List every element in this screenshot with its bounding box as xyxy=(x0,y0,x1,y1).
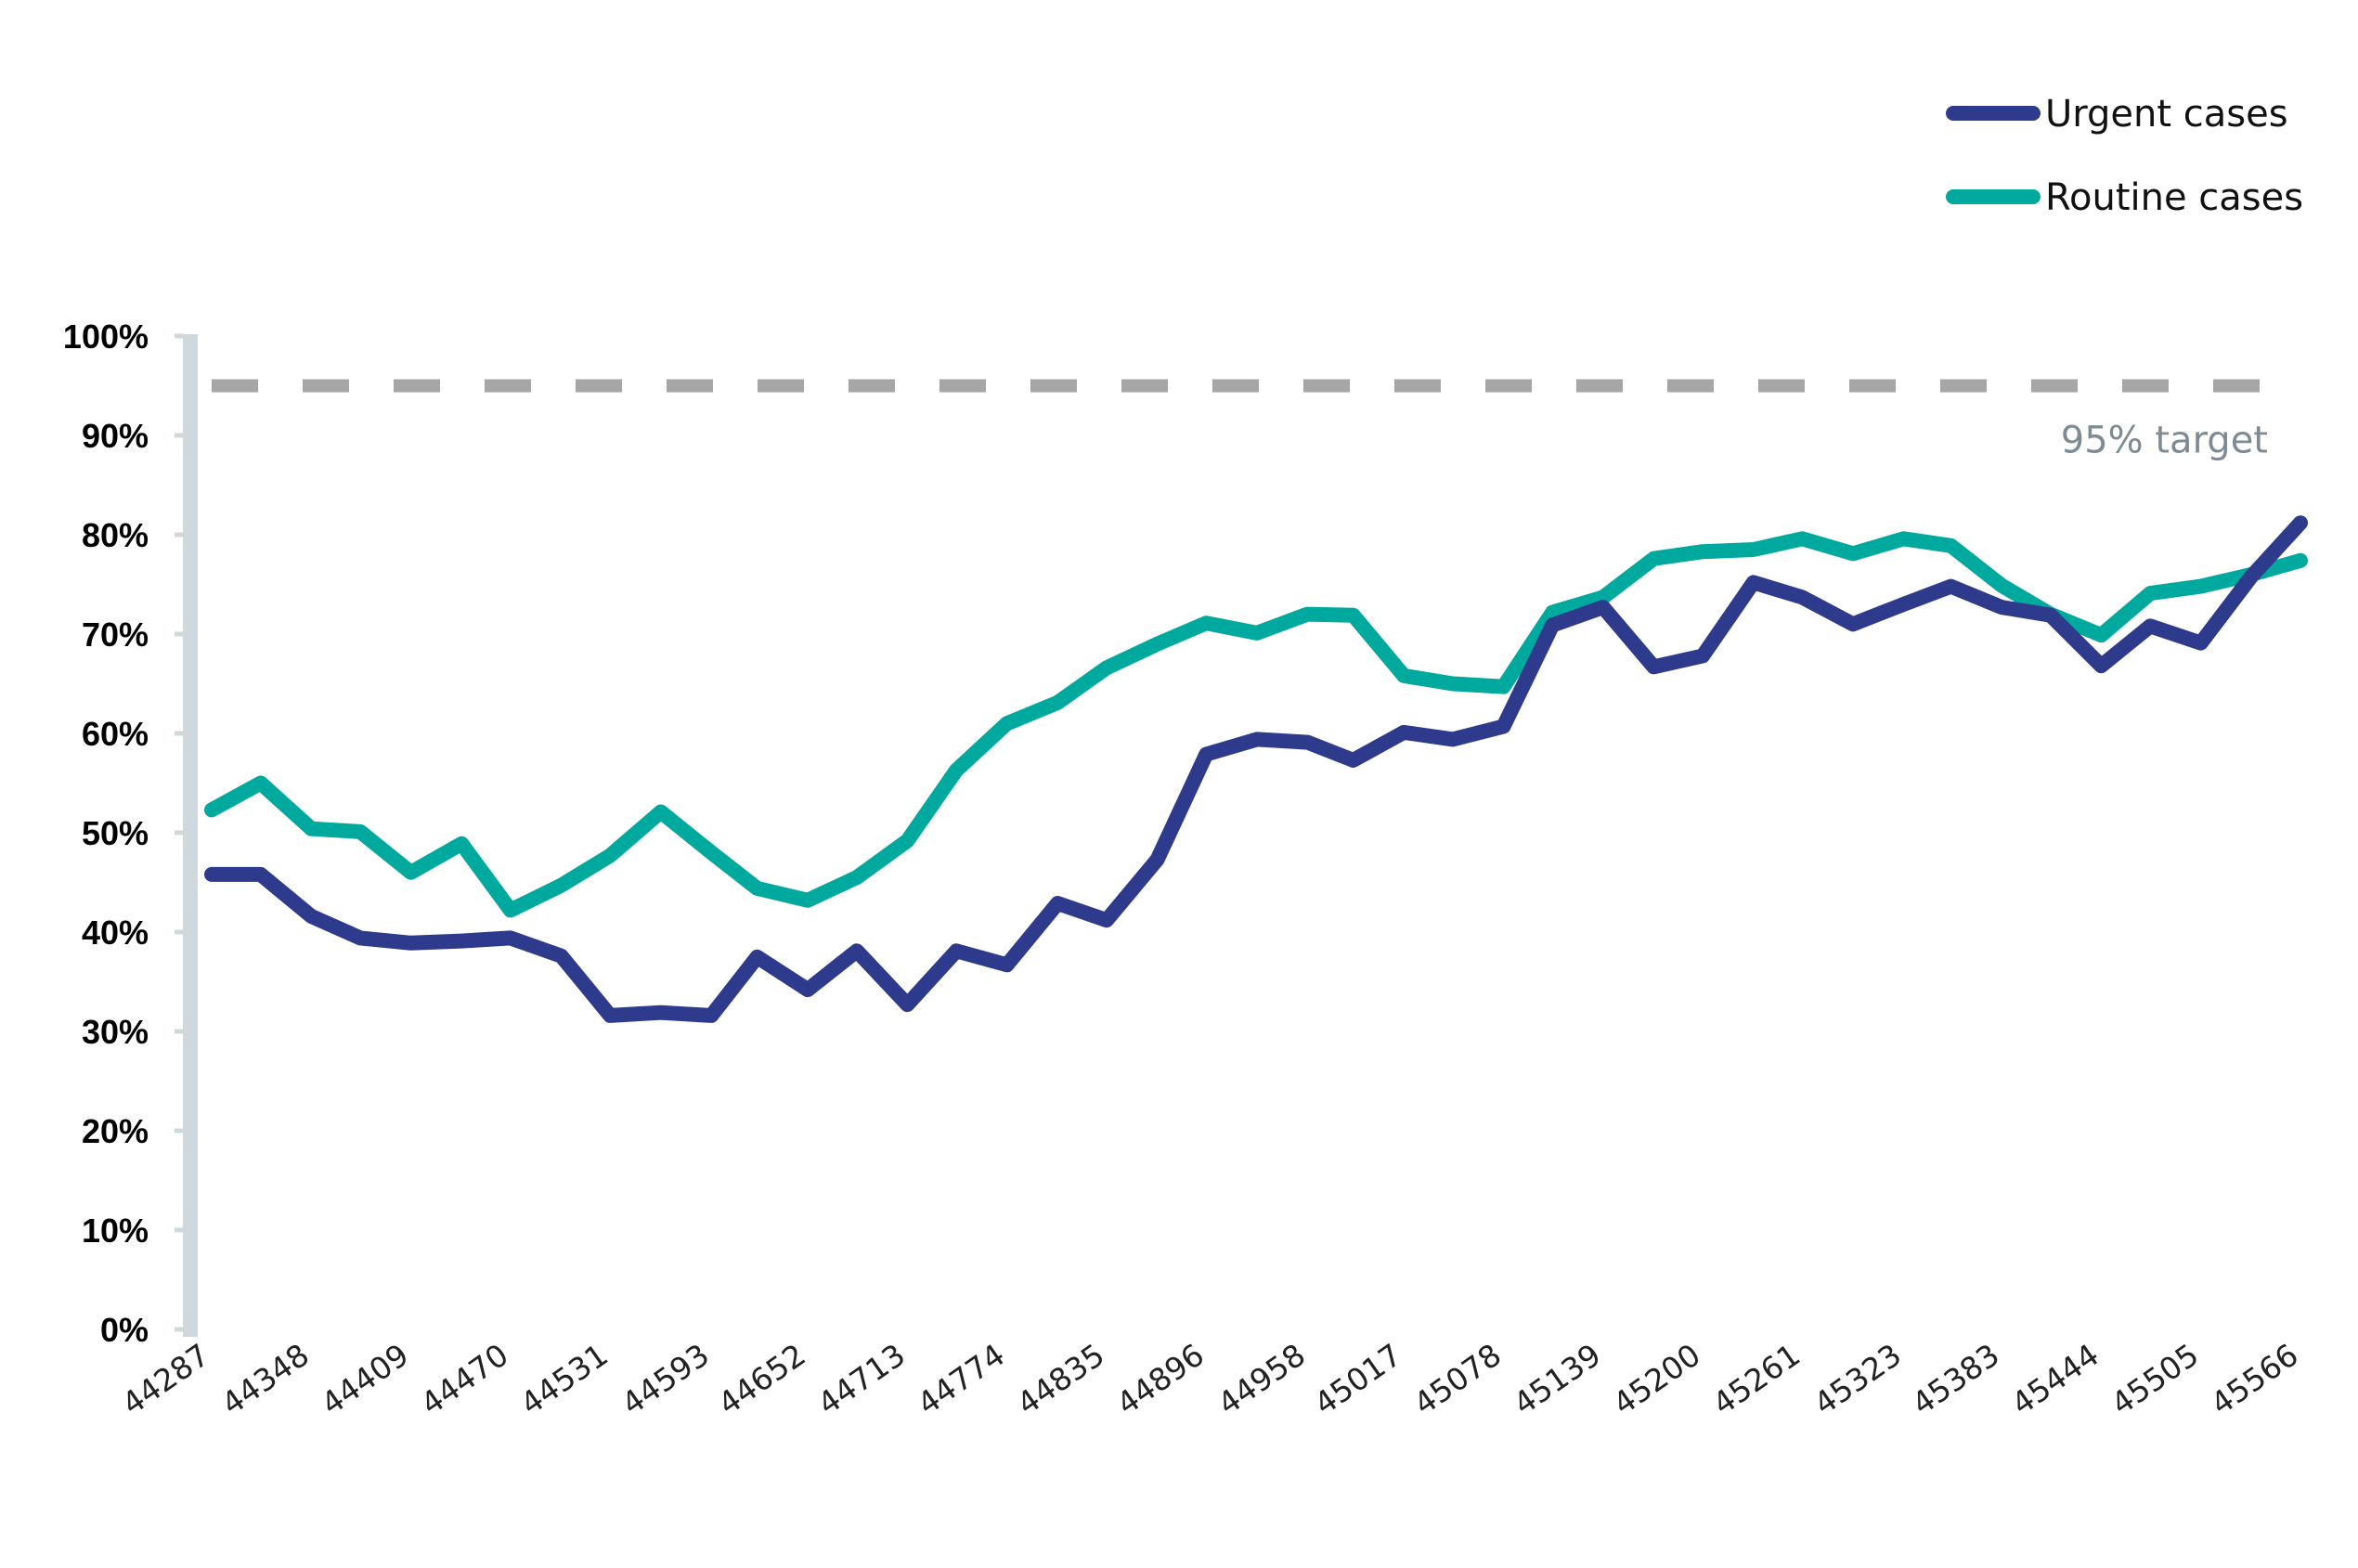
x-tick-label: 45323 xyxy=(1807,1337,1908,1422)
x-tick-label: 44531 xyxy=(513,1337,614,1422)
x-tick-label: 44348 xyxy=(215,1337,316,1422)
y-tick-label: 100% xyxy=(63,317,149,356)
series-line-routine xyxy=(204,531,2308,918)
x-tick-label: 45383 xyxy=(1905,1337,2005,1422)
legend-label-urgent: Urgent cases xyxy=(2045,93,2288,136)
x-tick-label: 45505 xyxy=(2105,1337,2205,1422)
x-tick-label: 44593 xyxy=(615,1337,716,1422)
x-tick-label: 44652 xyxy=(711,1337,811,1422)
target-layer: 95% target xyxy=(212,379,2300,462)
x-tick-label: 44835 xyxy=(1010,1337,1110,1422)
series-layer xyxy=(204,515,2308,1023)
legend: Urgent cases Routine cases xyxy=(1946,93,2303,219)
y-tick-label: 90% xyxy=(82,417,149,455)
y-tick-label: 30% xyxy=(82,1013,149,1051)
x-tick-label: 44470 xyxy=(414,1337,514,1422)
x-tick-label: 44774 xyxy=(911,1337,1011,1422)
x-tick-label: 45444 xyxy=(2005,1337,2105,1422)
x-tick-label: 45017 xyxy=(1307,1337,1407,1422)
x-tick-label: 45139 xyxy=(1507,1337,1607,1422)
target-label: 95% target xyxy=(2061,420,2268,462)
x-tick-label: 44409 xyxy=(315,1337,415,1422)
legend-label-routine: Routine cases xyxy=(2045,176,2303,219)
y-tick-label: 70% xyxy=(82,616,149,654)
x-tick-label: 45261 xyxy=(1706,1337,1807,1422)
x-tick-label: 44958 xyxy=(1211,1337,1312,1422)
y-tick-label: 50% xyxy=(82,814,149,852)
y-tick-label: 10% xyxy=(82,1212,149,1250)
x-tick-label: 45566 xyxy=(2204,1337,2304,1422)
x-tick-label: 45200 xyxy=(1606,1337,1706,1422)
series-line-urgent xyxy=(204,515,2308,1023)
x-tick-label: 44713 xyxy=(811,1337,912,1422)
y-tick-label: 0% xyxy=(100,1311,149,1349)
x-tick-label: 44896 xyxy=(1110,1337,1211,1422)
y-tick-label: 40% xyxy=(82,914,149,952)
x-tick-label: 44287 xyxy=(115,1337,215,1422)
x-tick-label: 45078 xyxy=(1407,1337,1508,1422)
y-tick-label: 80% xyxy=(82,516,149,554)
y-tick-label: 60% xyxy=(82,715,149,753)
y-tick-label: 20% xyxy=(82,1112,149,1150)
